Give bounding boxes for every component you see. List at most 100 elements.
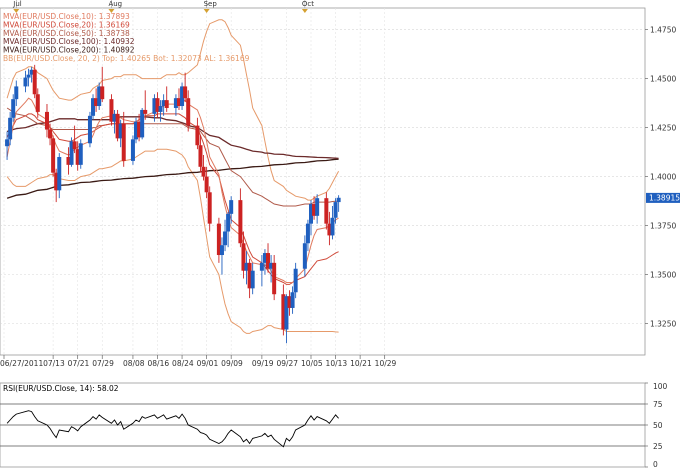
candle-down (44, 111, 49, 130)
candle-up (250, 270, 255, 289)
candle-up (259, 262, 264, 271)
month-label: Aug (108, 0, 122, 8)
month-marker-triangle (301, 9, 308, 13)
last-price-label: 1.38915 (649, 193, 680, 202)
candle-up (284, 296, 289, 330)
ma100-line (6, 116, 339, 160)
candle-down (183, 86, 188, 99)
candle-up (29, 69, 34, 75)
candle-up (14, 86, 19, 100)
candle-down (312, 204, 317, 216)
candle-down (195, 125, 200, 146)
month-marker-triangle (108, 9, 115, 13)
candle-up (158, 106, 163, 112)
candle-up (97, 86, 102, 107)
candle-up (290, 292, 295, 308)
price-tick-label: 1.4250 (650, 124, 676, 133)
rsi-tick-label: 0 (653, 460, 658, 469)
date-tick-label: 08/24 (172, 359, 194, 368)
candle-down (201, 166, 206, 177)
month-marker-triangle (13, 9, 20, 13)
month-label: Oct (302, 0, 314, 8)
candle-up (26, 74, 31, 78)
candles (5, 64, 341, 344)
price-tick-label: 1.4750 (650, 26, 676, 35)
candle-up (336, 197, 341, 203)
candle-down (137, 121, 142, 138)
candle-up (229, 200, 234, 214)
candle-up (152, 98, 157, 114)
legend-entry: MVA(EUR/USD.Close,10): 1.37893 (3, 12, 130, 21)
candle-down (216, 223, 221, 256)
candle-down (207, 192, 212, 224)
candle-up (293, 268, 298, 293)
bb-top-line (6, 19, 340, 201)
candle-up (173, 98, 178, 108)
candle-down (143, 109, 148, 114)
candle-up (161, 100, 166, 107)
price-tick-label: 1.4500 (650, 75, 676, 84)
candle-down (100, 86, 105, 100)
candle-down (238, 200, 243, 244)
candle-up (69, 141, 74, 165)
candle-down (241, 243, 246, 271)
candle-down (324, 198, 329, 224)
candle-down (281, 294, 286, 330)
candle-down (109, 99, 114, 122)
candle-up (269, 262, 274, 269)
candle-down (94, 98, 99, 107)
rsi-legend: RSI(EUR/USD.Close, 14): 58.02 (3, 384, 119, 393)
candle-up (11, 99, 16, 118)
rsi-y-axis: 100 75 50 25 0 (645, 382, 668, 469)
candle-down (66, 156, 71, 165)
date-tick-label: 08/08 (123, 359, 145, 368)
rsi-legend-entry: RSI(EUR/USD.Close, 14): 58.02 (3, 384, 119, 393)
candle-down (121, 123, 126, 161)
candle-up (134, 121, 139, 140)
price-tick-label: 1.4000 (650, 173, 676, 182)
date-tick-label: 09/19 (252, 359, 274, 368)
candle-down (287, 296, 292, 308)
price-tick-label: 1.3750 (650, 222, 676, 231)
candle-up (226, 213, 231, 232)
legend-entry: MVA(EUR/USD.Close,200): 1.40892 (3, 46, 135, 55)
month-markers: Jul Aug Sep Oct (12, 0, 314, 13)
candle-up (112, 113, 117, 122)
candle-down (266, 253, 271, 269)
date-tick-label: 09/09 (221, 359, 243, 368)
candle-down (32, 69, 37, 95)
candle-down (176, 98, 181, 107)
date-tick-label: 10/29 (375, 359, 397, 368)
last-price-tag: 1.38915 (646, 192, 680, 203)
price-tick-label: 1.3500 (650, 271, 676, 280)
date-tick-label: 07/13 (43, 359, 65, 368)
candle-up (180, 86, 185, 107)
legend-entry: MVA(EUR/USD.Close,100): 1.40932 (3, 37, 135, 46)
candle-down (204, 176, 209, 193)
candle-down (186, 98, 191, 126)
candle-up (78, 143, 83, 165)
candle-up (118, 123, 123, 139)
candle-down (35, 94, 40, 112)
candle-down (54, 172, 59, 191)
candle-up (219, 245, 224, 256)
candle-up (130, 139, 135, 161)
candle-up (302, 243, 307, 269)
legend-entry: MVA(EUR/USD.Close,50): 1.38738 (3, 29, 130, 38)
price-tick-label: 1.3250 (650, 320, 676, 329)
date-tick-label: 09/27 (276, 359, 298, 368)
legend-entry: BB(EUR/USD.Close, 20, 2) Top: 1.40265 Bo… (3, 54, 250, 63)
rsi-tick-label: 100 (653, 382, 668, 391)
candle-up (244, 262, 249, 271)
rsi-line-group (6, 410, 339, 448)
candle-down (198, 145, 203, 167)
date-tick-label: 10/21 (350, 359, 372, 368)
price-y-axis: 1.4750 1.4500 1.4250 1.4000 1.3750 1.3500 1.32… (645, 26, 676, 329)
candle-down (155, 98, 160, 112)
candle-up (223, 231, 228, 246)
candle-down (115, 113, 120, 139)
candle-down (272, 262, 277, 295)
month-label: Sep (204, 0, 218, 8)
candle-down (247, 262, 252, 289)
